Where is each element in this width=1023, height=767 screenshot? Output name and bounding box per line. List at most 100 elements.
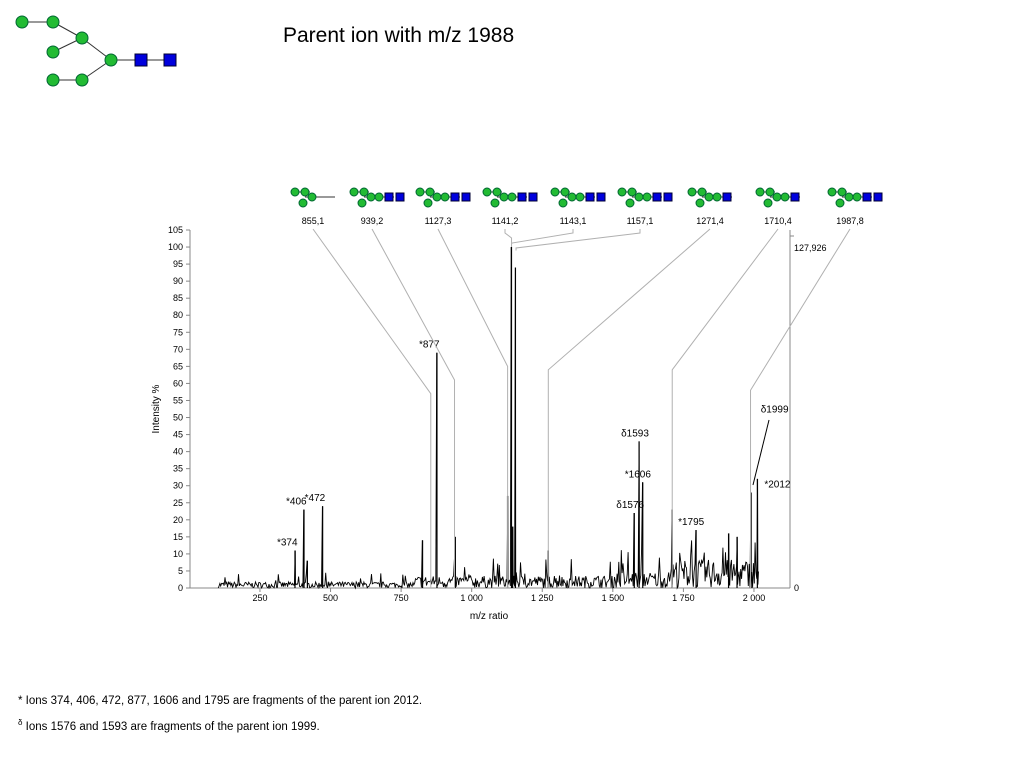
y-tick-label: 30 bbox=[173, 481, 183, 491]
glcnac-icon bbox=[722, 192, 732, 202]
mannose-icon bbox=[425, 187, 435, 197]
mannose-icon bbox=[46, 45, 60, 59]
mannose-icon bbox=[366, 192, 376, 202]
mannose-icon bbox=[712, 192, 722, 202]
peak-label: *374 bbox=[277, 537, 298, 548]
spectrum-trace bbox=[217, 246, 759, 590]
glcnac-icon bbox=[395, 192, 405, 202]
y-tick-label: 90 bbox=[173, 276, 183, 286]
y-tick-label: 0 bbox=[178, 583, 183, 593]
mannose-icon bbox=[290, 187, 300, 197]
peak-label-leader bbox=[752, 419, 770, 486]
mannose-icon bbox=[307, 192, 317, 202]
fragment-connector bbox=[515, 229, 641, 251]
glcnac-icon bbox=[585, 192, 595, 202]
mannose-icon bbox=[558, 198, 568, 208]
fragment-connector bbox=[504, 229, 513, 248]
y-tick-label: 95 bbox=[173, 259, 183, 269]
footnote-delta: δ Ions 1576 and 1593 are fragments of th… bbox=[18, 718, 320, 733]
mannose-icon bbox=[695, 198, 705, 208]
mannose-icon bbox=[835, 198, 845, 208]
y-tick-label: 45 bbox=[173, 430, 183, 440]
glcnac-icon bbox=[163, 53, 177, 67]
mannose-icon bbox=[567, 192, 577, 202]
glcnac-icon bbox=[862, 192, 872, 202]
mannose-icon bbox=[415, 187, 425, 197]
peak-label: *877 bbox=[419, 340, 440, 351]
peak-label: *472 bbox=[305, 493, 326, 504]
x-axis-label: m/z ratio bbox=[470, 611, 509, 622]
y-tick-label: 50 bbox=[173, 413, 183, 423]
y-tick-label: 60 bbox=[173, 378, 183, 388]
fragment-label: 1710,4 bbox=[764, 216, 792, 226]
y-tick-label: 75 bbox=[173, 327, 183, 337]
mannose-icon bbox=[15, 15, 29, 29]
footnote-mark: δ bbox=[18, 718, 23, 727]
x-tick-label: 250 bbox=[252, 593, 267, 603]
mannose-icon bbox=[482, 187, 492, 197]
x-tick-label: 2 000 bbox=[743, 593, 766, 603]
mannose-icon bbox=[507, 192, 517, 202]
fragment-connector bbox=[312, 228, 432, 588]
fragment-label: 1141,2 bbox=[492, 216, 519, 226]
glcnac-icon bbox=[663, 192, 673, 202]
glcnac-icon bbox=[517, 192, 527, 202]
mannose-icon bbox=[642, 192, 652, 202]
y-tick-label: 35 bbox=[173, 464, 183, 474]
mannose-icon bbox=[772, 192, 782, 202]
footnote-text: Ions 374, 406, 472, 877, 1606 and 1795 a… bbox=[22, 695, 423, 707]
mannose-icon bbox=[780, 192, 790, 202]
y-tick-label: 55 bbox=[173, 395, 183, 405]
y-tick-label: 105 bbox=[168, 225, 183, 235]
mannose-icon bbox=[349, 187, 359, 197]
fragment-connector bbox=[750, 228, 851, 588]
glcnac-icon bbox=[450, 192, 460, 202]
peak-label: *1606 bbox=[625, 469, 652, 480]
footnote-asterisk: * Ions 374, 406, 472, 877, 1606 and 1795… bbox=[18, 695, 422, 707]
glcnac-icon bbox=[790, 192, 800, 202]
y-tick-label: 100 bbox=[168, 242, 183, 252]
mannose-icon bbox=[374, 192, 384, 202]
x-tick-label: 750 bbox=[394, 593, 409, 603]
peak-label: *2012 bbox=[764, 480, 791, 491]
mannose-icon bbox=[560, 187, 570, 197]
fragment-connector bbox=[671, 228, 779, 588]
fragment-label: 1271,4 bbox=[696, 216, 724, 226]
mannose-icon bbox=[359, 187, 369, 197]
mannose-icon bbox=[46, 15, 60, 29]
y-tick-label: 25 bbox=[173, 498, 183, 508]
fragment-connector bbox=[547, 228, 711, 588]
fragment-label: 1987,8 bbox=[836, 216, 864, 226]
mannose-icon bbox=[440, 192, 450, 202]
glcnac-icon bbox=[134, 53, 148, 67]
mannose-icon bbox=[634, 192, 644, 202]
mannose-icon bbox=[298, 198, 308, 208]
y-tick-label: 10 bbox=[173, 549, 183, 559]
glcnac-icon bbox=[528, 192, 538, 202]
mannose-icon bbox=[75, 73, 89, 87]
glcnac-icon bbox=[384, 192, 394, 202]
mannose-icon bbox=[704, 192, 714, 202]
fragment-connector bbox=[371, 228, 456, 588]
mannose-icon bbox=[75, 31, 89, 45]
peak-label: δ1999 bbox=[761, 405, 789, 416]
x-tick-label: 1 000 bbox=[460, 593, 483, 603]
mannose-icon bbox=[104, 53, 118, 67]
x-tick-label: 500 bbox=[323, 593, 338, 603]
y-tick-label: 70 bbox=[173, 344, 183, 354]
peak-label: *1795 bbox=[678, 517, 705, 528]
y-tick-label: 85 bbox=[173, 293, 183, 303]
y-tick-label: 20 bbox=[173, 515, 183, 525]
y-tick-label: 40 bbox=[173, 447, 183, 457]
page-title: Parent ion with m/z 1988 bbox=[283, 24, 515, 47]
fragment-connector bbox=[511, 229, 574, 244]
mannose-icon bbox=[492, 187, 502, 197]
mannose-icon bbox=[844, 192, 854, 202]
mannose-icon bbox=[300, 187, 310, 197]
glcnac-icon bbox=[461, 192, 471, 202]
mannose-icon bbox=[697, 187, 707, 197]
peak-label: *406 bbox=[286, 497, 307, 508]
fragment-label: 1157,1 bbox=[627, 216, 654, 226]
mannose-icon bbox=[490, 198, 500, 208]
